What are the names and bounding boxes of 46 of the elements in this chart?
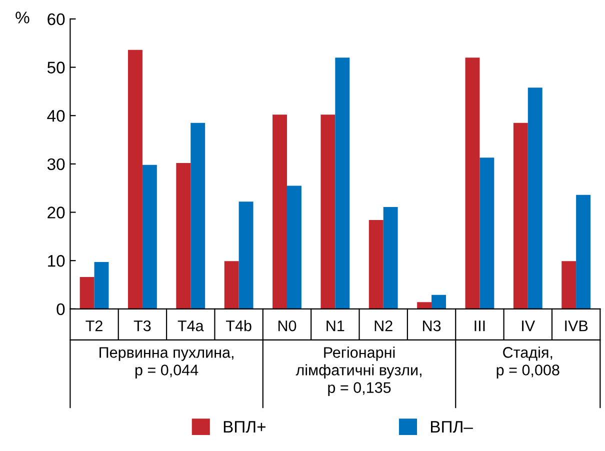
bar [417,302,432,309]
bar [190,122,206,309]
y-tick-label: 10 [48,255,65,267]
bar [432,294,446,309]
y-axis-title: % [16,12,30,24]
bar [80,277,94,309]
bar [176,162,191,309]
bar [272,114,287,309]
bar [513,122,528,309]
y-tick-label: 20 [48,206,65,218]
bar [480,158,494,309]
bar [142,164,157,309]
text: Первинна пухлина, p = 0,044 [100,347,234,378]
bar [238,202,254,309]
y-tick-label: 50 [47,62,65,74]
bar [465,58,480,309]
bar [528,88,542,309]
y-tick-label: 0 [56,303,65,316]
x-tick-label: N1 [326,320,344,332]
text: Стадія, p = 0,008 [496,346,560,378]
x-tick-label: T4a [178,320,204,332]
bar [335,58,350,309]
y-tick-label: 30 [47,158,65,170]
bar [562,261,576,309]
bar [320,114,336,309]
bar [94,262,109,309]
x-tick-label: III [474,320,485,332]
legend-label: ВПЛ+ [224,421,266,433]
legend-label: ВПЛ– [431,421,473,433]
x-tick-label: IV [522,320,536,332]
x-tick-label: IVB [565,320,588,332]
x-tick-label: T4b [226,320,252,332]
bar [576,194,591,309]
x-tick-label: N0 [278,320,296,332]
y-tick-label: 60 [48,13,65,26]
bar [383,206,398,309]
x-tick-label: T2 [86,320,102,332]
text: Регіонарні лімфатичні вузли, p = 0,135 [296,346,422,396]
bar [368,220,384,309]
bar [224,261,239,309]
y-tick-label: 40 [47,110,65,122]
x-tick-label: T3 [134,320,151,332]
x-tick-label: N2 [374,320,392,332]
bar [128,50,142,309]
x-tick-label: N3 [423,320,441,332]
bar [286,186,302,309]
